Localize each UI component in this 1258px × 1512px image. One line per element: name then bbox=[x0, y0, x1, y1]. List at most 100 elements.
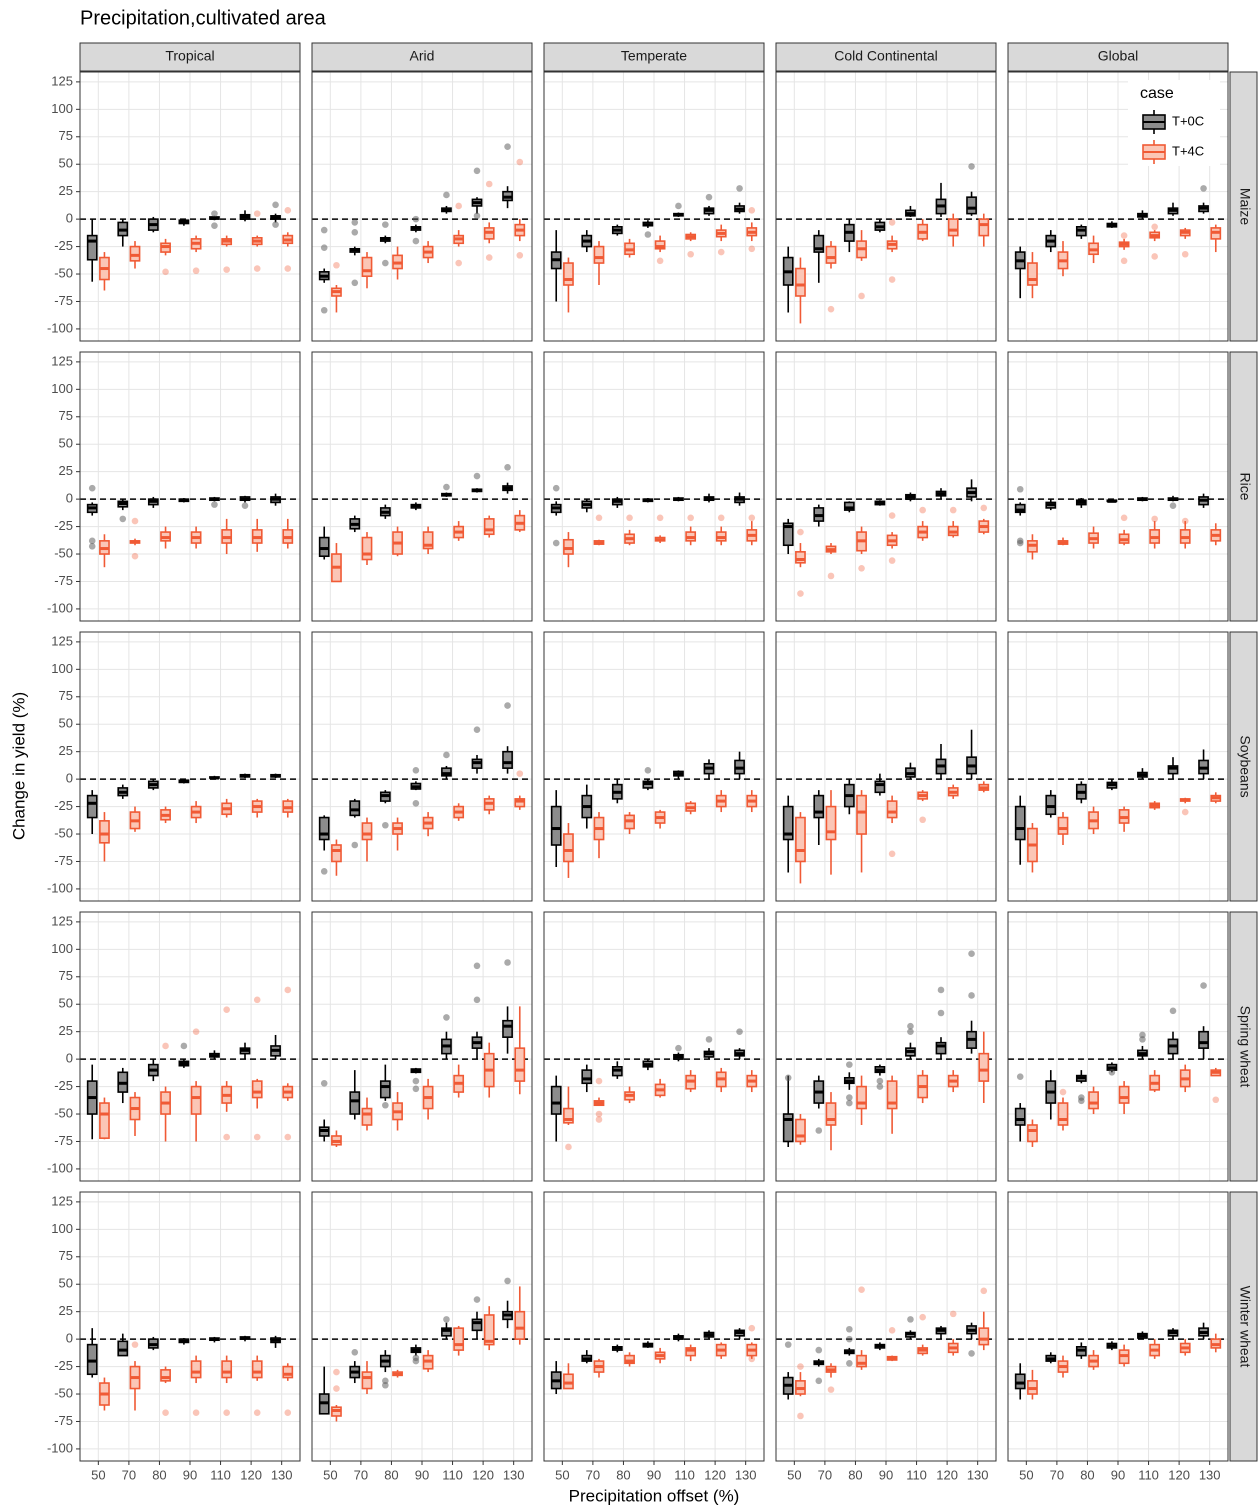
outlier bbox=[1181, 250, 1189, 258]
box bbox=[502, 1019, 513, 1038]
x-tick-label: 110 bbox=[1138, 1467, 1159, 1482]
outlier bbox=[656, 257, 664, 265]
outlier bbox=[253, 1409, 261, 1416]
strip-label: Temperate bbox=[621, 48, 687, 64]
box bbox=[1014, 503, 1026, 514]
box bbox=[856, 1354, 867, 1368]
panel-border bbox=[543, 911, 765, 1182]
outlier bbox=[888, 512, 896, 519]
strip bbox=[1229, 631, 1258, 902]
outlier bbox=[211, 222, 218, 230]
box bbox=[361, 1107, 373, 1126]
outlier bbox=[1016, 539, 1024, 547]
outlier bbox=[443, 1014, 450, 1021]
panel-border bbox=[79, 71, 301, 342]
outlier bbox=[485, 180, 493, 188]
box bbox=[86, 1343, 98, 1376]
box bbox=[1167, 765, 1179, 775]
outlier bbox=[595, 1077, 603, 1085]
y-tick-label: -50 bbox=[54, 265, 73, 280]
strip bbox=[1229, 1191, 1258, 1462]
panel-border bbox=[1007, 351, 1229, 622]
panel-border bbox=[79, 631, 301, 902]
box bbox=[441, 1327, 452, 1337]
outlier bbox=[382, 221, 389, 228]
outlier bbox=[131, 517, 139, 525]
outlier bbox=[980, 504, 988, 512]
box bbox=[1118, 1085, 1130, 1104]
y-tick-label: -50 bbox=[54, 1105, 73, 1120]
outlier bbox=[162, 1409, 169, 1416]
y-tick-label: -75 bbox=[54, 1413, 73, 1428]
outlier bbox=[1151, 515, 1158, 523]
y-tick-label: 125 bbox=[51, 913, 73, 928]
y-tick-label: -75 bbox=[54, 1133, 73, 1148]
y-tick-label: -25 bbox=[54, 1078, 73, 1093]
outlier bbox=[846, 1061, 853, 1068]
y-tick-label: 50 bbox=[59, 716, 73, 731]
box bbox=[563, 1107, 574, 1124]
outlier bbox=[253, 210, 261, 217]
outlier bbox=[888, 850, 896, 858]
box bbox=[282, 1365, 294, 1379]
box bbox=[825, 1102, 837, 1126]
outlier bbox=[748, 1324, 756, 1332]
box bbox=[978, 218, 990, 237]
panel-border bbox=[1007, 71, 1229, 342]
outlier bbox=[223, 1006, 230, 1014]
box bbox=[349, 1091, 361, 1115]
box bbox=[624, 1354, 635, 1365]
box bbox=[947, 218, 959, 237]
outlier bbox=[705, 193, 713, 201]
y-tick-label: 100 bbox=[51, 1221, 73, 1236]
panel-border bbox=[311, 351, 533, 622]
panel-border bbox=[775, 351, 997, 622]
panel-border bbox=[775, 71, 997, 342]
outlier bbox=[919, 506, 926, 514]
x-tick-label: 70 bbox=[1050, 1467, 1064, 1482]
outlier bbox=[736, 1028, 743, 1035]
outlier bbox=[504, 463, 511, 471]
panel-border bbox=[311, 71, 533, 342]
panel-border bbox=[543, 351, 765, 622]
outlier bbox=[656, 514, 664, 522]
box bbox=[795, 816, 806, 863]
outlier bbox=[888, 276, 896, 283]
outlier bbox=[919, 1313, 926, 1321]
outlier bbox=[687, 250, 694, 258]
box bbox=[874, 780, 886, 794]
outlier bbox=[827, 305, 835, 313]
outlier bbox=[907, 1028, 914, 1035]
outlier bbox=[797, 528, 804, 536]
y-tick-label: -100 bbox=[47, 600, 73, 615]
outlier bbox=[919, 816, 926, 824]
outlier bbox=[846, 1335, 853, 1343]
outlier bbox=[412, 1077, 420, 1085]
outlier bbox=[412, 767, 420, 774]
x-tick-label: 120 bbox=[936, 1467, 958, 1482]
outlier bbox=[192, 1409, 200, 1416]
outlier bbox=[192, 267, 200, 275]
box bbox=[886, 800, 898, 819]
outlier bbox=[888, 557, 896, 564]
y-tick-label: 25 bbox=[59, 463, 73, 478]
outlier bbox=[412, 1085, 420, 1093]
y-tick-label: -50 bbox=[54, 825, 73, 840]
box bbox=[502, 750, 513, 769]
outlier bbox=[382, 259, 389, 267]
outlier bbox=[516, 770, 524, 777]
outlier bbox=[968, 163, 975, 170]
y-tick-label: 75 bbox=[59, 1248, 73, 1263]
strip-label: Spring wheat bbox=[1237, 1006, 1253, 1088]
box bbox=[581, 1069, 593, 1085]
outlier bbox=[1120, 514, 1128, 522]
box bbox=[966, 196, 977, 215]
outlier bbox=[473, 1296, 481, 1303]
box bbox=[361, 256, 373, 278]
panel-border bbox=[1007, 631, 1229, 902]
outlier bbox=[717, 514, 725, 522]
outlier bbox=[1151, 253, 1158, 260]
outlier bbox=[937, 1009, 945, 1017]
outlier bbox=[333, 261, 340, 269]
outlier bbox=[253, 265, 261, 272]
